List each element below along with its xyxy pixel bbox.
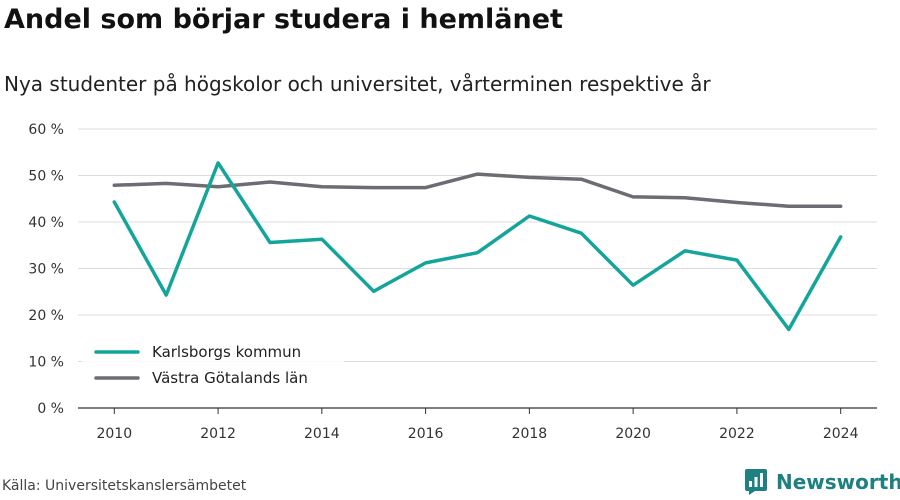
y-tick-label: 50 % — [28, 169, 64, 185]
y-tick-label: 20 % — [28, 308, 64, 324]
x-tick-label: 2024 — [823, 426, 859, 442]
x-tick-label: 2022 — [719, 426, 755, 442]
y-tick-label: 10 % — [28, 355, 64, 371]
brand-name: Newsworthy — [776, 470, 900, 494]
x-tick-label: 2010 — [96, 426, 132, 442]
y-tick-label: 60 % — [28, 122, 64, 138]
x-tick-label: 2018 — [512, 426, 548, 442]
legend-label: Västra Götalands län — [152, 369, 308, 387]
x-tick-label: 2016 — [408, 426, 444, 442]
legend-background — [82, 338, 344, 392]
y-tick-label: 40 % — [28, 215, 64, 231]
y-tick-label: 0 % — [37, 401, 64, 417]
x-tick-label: 2020 — [615, 426, 651, 442]
source-note: Källa: Universitetskanslersämbetet — [2, 478, 247, 494]
brand[interactable]: Newsworthy — [744, 466, 900, 498]
legend-label: Karlsborgs kommun — [152, 343, 301, 361]
newsworthy-logo-icon — [745, 469, 767, 495]
x-tick-label: 2014 — [304, 426, 340, 442]
chart-title: Andel som börjar studera i hemlänet — [4, 4, 563, 35]
series-line — [112, 161, 843, 332]
chart-subtitle: Nya studenter på högskolor och universit… — [4, 72, 711, 96]
y-tick-label: 30 % — [28, 262, 64, 278]
series-line — [112, 172, 843, 208]
x-tick-label: 2012 — [200, 426, 236, 442]
